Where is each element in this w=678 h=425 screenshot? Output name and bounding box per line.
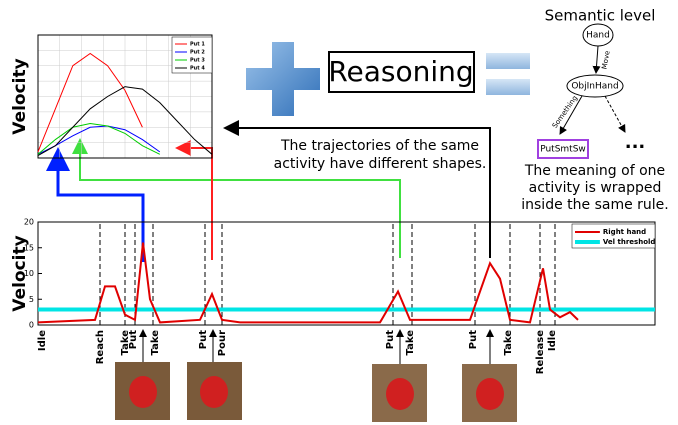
photo-person xyxy=(386,378,414,410)
equals-icon xyxy=(486,79,530,95)
tree-ellipsis: ... xyxy=(625,132,646,153)
event-label: Put xyxy=(385,330,396,349)
photo-person xyxy=(129,376,157,408)
legend-label: Right hand xyxy=(603,228,646,236)
event-label: Idle xyxy=(37,330,48,351)
plus-icon xyxy=(246,42,320,116)
y-tick-label: 20 xyxy=(24,218,34,227)
y-axis-label: Velocity xyxy=(10,58,30,134)
event-label: Reach xyxy=(95,330,106,364)
tree-node-label: PutSmtSw xyxy=(540,145,586,155)
note-line: The trajectories of the same xyxy=(280,138,479,154)
connector xyxy=(58,150,143,262)
note-line: activity is wrapped xyxy=(529,180,662,196)
tree-node-label: ObjInHand xyxy=(571,82,618,92)
event-label: Release xyxy=(535,330,546,374)
tree-node-label: Hand xyxy=(586,31,610,41)
tree-edge xyxy=(596,46,598,73)
y-tick-label: 0 xyxy=(29,321,34,330)
event-label: Take xyxy=(405,330,416,356)
y-tick-label: 5 xyxy=(29,295,34,304)
connector xyxy=(177,148,212,260)
series-line xyxy=(38,53,142,151)
event-label: Put xyxy=(198,330,209,349)
event-label: Take xyxy=(150,330,161,356)
event-label: Pour xyxy=(217,330,228,356)
photo-person xyxy=(476,378,504,410)
equals-icon xyxy=(486,53,530,69)
note-line: activity have different shapes. xyxy=(274,156,487,172)
legend-label: Put 2 xyxy=(190,50,205,56)
event-label: Put xyxy=(468,330,479,349)
y-tick-label: 15 xyxy=(24,243,34,252)
event-label: Put xyxy=(128,330,139,349)
event-label: Take xyxy=(503,330,514,356)
y-tick-label: 10 xyxy=(24,269,34,278)
series-line xyxy=(38,126,160,154)
legend-label: Put 3 xyxy=(190,58,205,64)
legend-label: Vel threshold xyxy=(603,238,656,246)
figure: Reasoning Semantic level Hand ObjInHand … xyxy=(0,0,678,425)
legend-label: Put 4 xyxy=(190,66,205,72)
reasoning: Reasoning xyxy=(328,55,473,88)
note-line: inside the same rule. xyxy=(521,197,668,213)
photo-group xyxy=(115,330,517,422)
tree-edge xyxy=(605,96,625,132)
photo-person xyxy=(200,376,228,408)
note-line: The meaning of one xyxy=(524,163,665,179)
semantic-title: Semantic level xyxy=(545,7,656,25)
legend-label: Put 1 xyxy=(190,42,205,48)
event-label: Idle xyxy=(547,330,558,351)
tree-edge-label: Move xyxy=(600,50,611,70)
